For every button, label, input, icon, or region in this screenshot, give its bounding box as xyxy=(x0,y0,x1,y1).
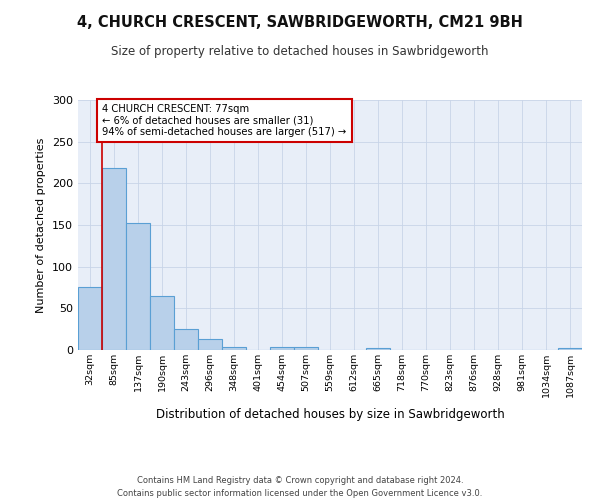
Bar xyxy=(558,348,582,350)
Bar xyxy=(366,348,390,350)
Bar xyxy=(294,346,318,350)
Bar xyxy=(102,168,126,350)
Text: 4, CHURCH CRESCENT, SAWBRIDGEWORTH, CM21 9BH: 4, CHURCH CRESCENT, SAWBRIDGEWORTH, CM21… xyxy=(77,15,523,30)
Bar xyxy=(78,286,102,350)
Text: Contains HM Land Registry data © Crown copyright and database right 2024.: Contains HM Land Registry data © Crown c… xyxy=(137,476,463,485)
Bar xyxy=(174,329,198,350)
Text: Size of property relative to detached houses in Sawbridgeworth: Size of property relative to detached ho… xyxy=(111,45,489,58)
Text: Contains public sector information licensed under the Open Government Licence v3: Contains public sector information licen… xyxy=(118,488,482,498)
Bar xyxy=(270,346,294,350)
Bar xyxy=(150,296,174,350)
Text: 4 CHURCH CRESCENT: 77sqm
← 6% of detached houses are smaller (31)
94% of semi-de: 4 CHURCH CRESCENT: 77sqm ← 6% of detache… xyxy=(103,104,347,138)
Bar xyxy=(126,224,150,350)
Y-axis label: Number of detached properties: Number of detached properties xyxy=(37,138,46,312)
Bar xyxy=(198,339,222,350)
X-axis label: Distribution of detached houses by size in Sawbridgeworth: Distribution of detached houses by size … xyxy=(155,408,505,422)
Bar xyxy=(222,346,246,350)
